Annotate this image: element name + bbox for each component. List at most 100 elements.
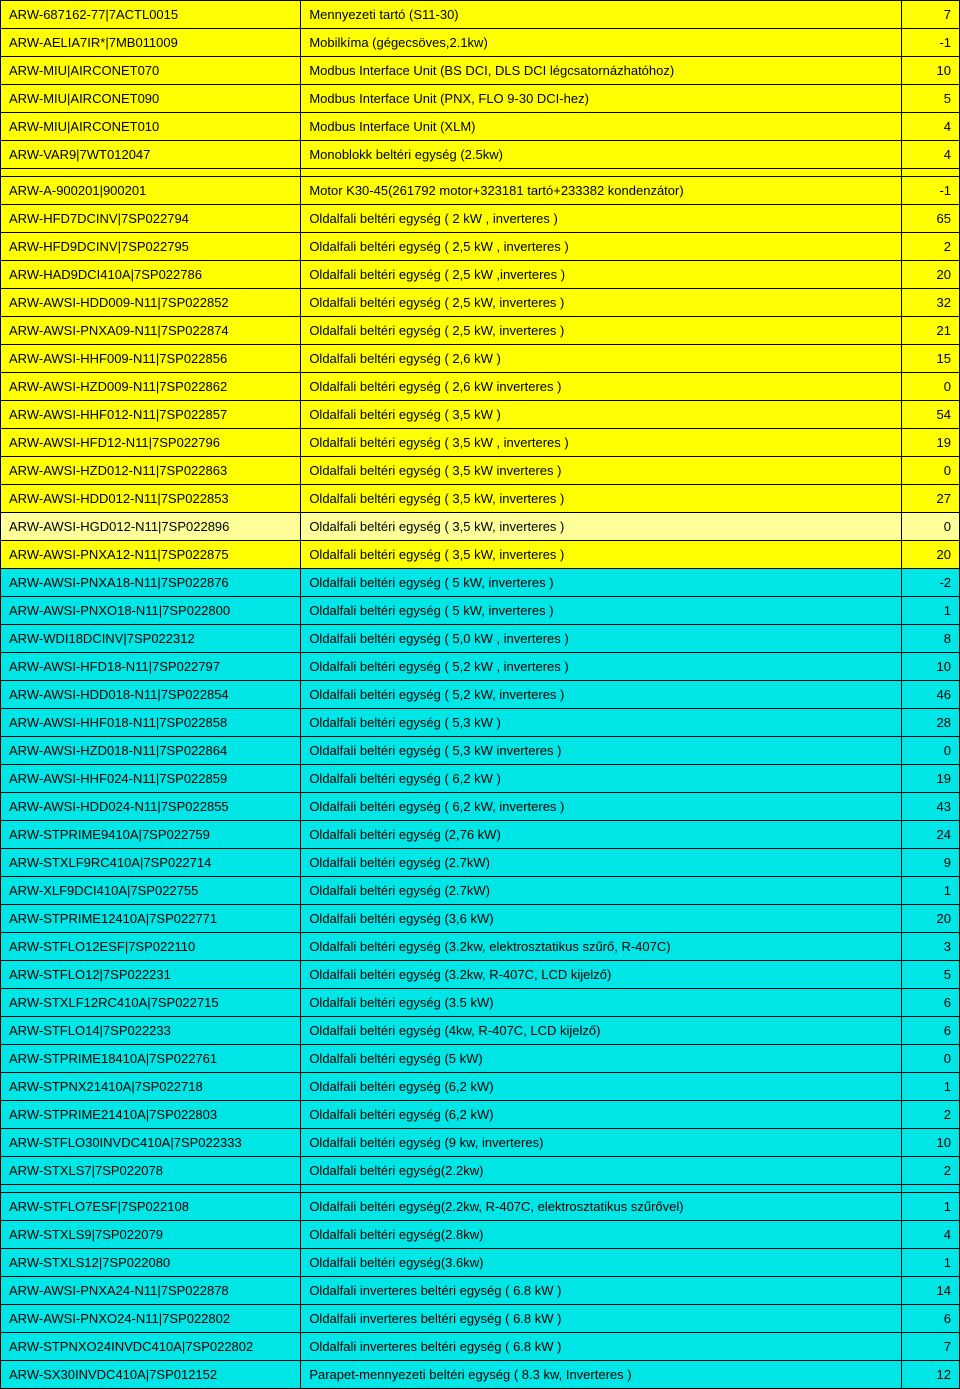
product-code: ARW-HFD7DCINV|7SP022794 [1,205,301,233]
product-description: Mobilkíma (gégecsöves,2.1kw) [301,29,902,57]
product-code: ARW-AWSI-HZD018-N11|7SP022864 [1,737,301,765]
table-row: ARW-XLF9DCI410A|7SP022755Oldalfali belté… [1,877,960,905]
table-row: ARW-AWSI-HZD018-N11|7SP022864Oldalfali b… [1,737,960,765]
product-quantity: 0 [901,457,959,485]
product-description: Oldalfali beltéri egység (9 kw, inverter… [301,1129,902,1157]
product-description: Oldalfali beltéri egység (3.2kw, R-407C,… [301,961,902,989]
product-description: Mennyezeti tartó (S11-30) [301,1,902,29]
product-code: ARW-STPNX21410A|7SP022718 [1,1073,301,1101]
product-description: Oldalfali beltéri egység ( 2,6 kW ) [301,345,902,373]
product-code: ARW-STXLF12RC410A|7SP022715 [1,989,301,1017]
product-code: ARW-AWSI-HZD012-N11|7SP022863 [1,457,301,485]
product-description: Oldalfali beltéri egység (5 kW) [301,1045,902,1073]
table-row: ARW-STFLO14|7SP022233Oldalfali beltéri e… [1,1017,960,1045]
table-row: ARW-AWSI-HFD12-N11|7SP022796Oldalfali be… [1,429,960,457]
product-code: ARW-AWSI-PNXO24-N11|7SP022802 [1,1305,301,1333]
product-quantity: 20 [901,261,959,289]
product-code: ARW-STFLO12|7SP022231 [1,961,301,989]
product-description: Monoblokk beltéri egység (2.5kw) [301,141,902,169]
table-row: ARW-AWSI-HHF024-N11|7SP022859Oldalfali b… [1,765,960,793]
table-row: ARW-STPNX21410A|7SP022718Oldalfali belté… [1,1073,960,1101]
table-row: ARW-AWSI-HHF012-N11|7SP022857Oldalfali b… [1,401,960,429]
table-row: ARW-STPRIME18410A|7SP022761Oldalfali bel… [1,1045,960,1073]
table-row: ARW-AELIA7IR*|7MB011009Mobilkíma (gégecs… [1,29,960,57]
product-quantity: 7 [901,1,959,29]
product-code: ARW-AWSI-HHF018-N11|7SP022858 [1,709,301,737]
product-description: Parapet-mennyezeti beltéri egység ( 8.3 … [301,1361,902,1389]
product-description: Oldalfali beltéri egység ( 2,5 kW, inver… [301,317,902,345]
product-description: Oldalfali beltéri egység(2.8kw) [301,1221,902,1249]
spacer-cell [301,169,902,177]
product-code: ARW-STFLO7ESF|7SP022108 [1,1193,301,1221]
product-description: Oldalfali beltéri egység (3,6 kW) [301,905,902,933]
product-quantity: 6 [901,1305,959,1333]
table-row: ARW-STFLO30INVDC410A|7SP022333Oldalfali … [1,1129,960,1157]
product-quantity: -1 [901,29,959,57]
product-code: ARW-AWSI-HDD018-N11|7SP022854 [1,681,301,709]
product-description: Oldalfali beltéri egység ( 2,5 kW , inve… [301,233,902,261]
product-description: Oldalfali beltéri egység ( 5,2 kW , inve… [301,653,902,681]
product-quantity: 12 [901,1361,959,1389]
spacer-cell [301,1185,902,1193]
product-description: Oldalfali beltéri egység(2.2kw, R-407C, … [301,1193,902,1221]
product-quantity: 2 [901,233,959,261]
product-description: Oldalfali beltéri egység(2.2kw) [301,1157,902,1185]
product-code: ARW-687162-77|7ACTL0015 [1,1,301,29]
product-quantity: 21 [901,317,959,345]
table-row: ARW-HFD7DCINV|7SP022794Oldalfali beltéri… [1,205,960,233]
product-description: Oldalfali beltéri egység ( 2,6 kW invert… [301,373,902,401]
product-quantity: 10 [901,1129,959,1157]
product-code: ARW-AWSI-HHF009-N11|7SP022856 [1,345,301,373]
product-code: ARW-SX30INVDC410A|7SP012152 [1,1361,301,1389]
product-code: ARW-A-900201|900201 [1,177,301,205]
table-row: ARW-AWSI-HDD024-N11|7SP022855Oldalfali b… [1,793,960,821]
product-quantity: 0 [901,373,959,401]
table-row: ARW-MIU|AIRCONET010Modbus Interface Unit… [1,113,960,141]
table-row: ARW-687162-77|7ACTL0015Mennyezeti tartó … [1,1,960,29]
product-code: ARW-STXLS12|7SP022080 [1,1249,301,1277]
product-code: ARW-MIU|AIRCONET090 [1,85,301,113]
product-quantity: 4 [901,113,959,141]
table-row: ARW-HFD9DCINV|7SP022795Oldalfali beltéri… [1,233,960,261]
product-quantity: 20 [901,541,959,569]
table-row: ARW-STXLF9RC410A|7SP022714Oldalfali belt… [1,849,960,877]
table-row: ARW-A-900201|900201Motor K30-45(261792 m… [1,177,960,205]
product-quantity: 54 [901,401,959,429]
product-code: ARW-AWSI-HZD009-N11|7SP022862 [1,373,301,401]
product-description: Oldalfali beltéri egység ( 6,2 kW, inver… [301,793,902,821]
table-row: ARW-AWSI-PNXO18-N11|7SP022800Oldalfali b… [1,597,960,625]
table-row: ARW-STPRIME12410A|7SP022771Oldalfali bel… [1,905,960,933]
spacer-cell [1,1185,301,1193]
product-quantity: 15 [901,345,959,373]
product-code: ARW-MIU|AIRCONET070 [1,57,301,85]
product-description: Motor K30-45(261792 motor+323181 tartó+2… [301,177,902,205]
product-code: ARW-AWSI-HGD012-N11|7SP022896 [1,513,301,541]
table-row: ARW-AWSI-PNXA24-N11|7SP022878Oldalfali i… [1,1277,960,1305]
product-code: ARW-STFLO14|7SP022233 [1,1017,301,1045]
product-code: ARW-AWSI-PNXA12-N11|7SP022875 [1,541,301,569]
product-quantity: 1 [901,877,959,905]
product-description: Oldalfali beltéri egység ( 3,5 kW , inve… [301,429,902,457]
product-description: Oldalfali beltéri egység (2,76 kW) [301,821,902,849]
table-row: ARW-AWSI-HFD18-N11|7SP022797Oldalfali be… [1,653,960,681]
product-description: Oldalfali inverteres beltéri egység ( 6.… [301,1305,902,1333]
product-quantity: 1 [901,597,959,625]
product-code: ARW-AWSI-HHF012-N11|7SP022857 [1,401,301,429]
table-row: ARW-AWSI-HZD012-N11|7SP022863Oldalfali b… [1,457,960,485]
product-code: ARW-STPNXO24INVDC410A|7SP022802 [1,1333,301,1361]
product-quantity: -2 [901,569,959,597]
product-description: Oldalfali beltéri egység ( 2 kW , invert… [301,205,902,233]
product-description: Oldalfali inverteres beltéri egység ( 6.… [301,1277,902,1305]
product-description: Oldalfali beltéri egység (2.7kW) [301,849,902,877]
product-description: Oldalfali beltéri egység (4kw, R-407C, L… [301,1017,902,1045]
product-code: ARW-STXLS7|7SP022078 [1,1157,301,1185]
product-description: Oldalfali beltéri egység (6,2 kW) [301,1073,902,1101]
product-code: ARW-AELIA7IR*|7MB011009 [1,29,301,57]
product-quantity: 32 [901,289,959,317]
product-quantity: 10 [901,57,959,85]
product-code: ARW-HAD9DCI410A|7SP022786 [1,261,301,289]
product-description: Oldalfali beltéri egység (3.2kw, elektro… [301,933,902,961]
product-description: Oldalfali beltéri egység (6,2 kW) [301,1101,902,1129]
product-code: ARW-STPRIME12410A|7SP022771 [1,905,301,933]
product-quantity: 0 [901,513,959,541]
